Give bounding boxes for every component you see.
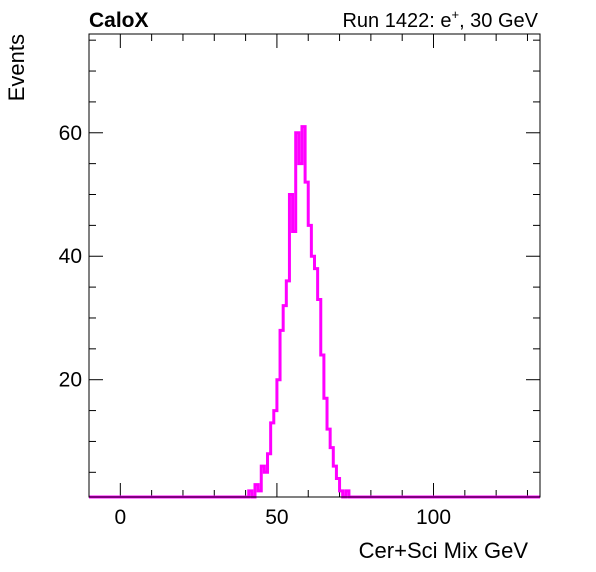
y-axis-label: Events [4, 34, 29, 101]
x-tick-label: 50 [265, 506, 288, 529]
run-info-superscript: + [451, 7, 459, 22]
y-tick-label: 60 [59, 122, 82, 145]
run-info-label: Run 1422: e+, 30 GeV [342, 7, 538, 32]
x-tick-label: 0 [114, 506, 126, 529]
brand-label: CaloX [89, 9, 149, 32]
y-tick-label: 20 [59, 369, 82, 392]
run-info-suffix: , 30 GeV [459, 10, 539, 32]
run-info-prefix: Run 1422: e [342, 10, 451, 32]
x-tick-label: 100 [416, 506, 451, 529]
plot-frame [88, 33, 541, 498]
x-axis-label: Cer+Sci Mix GeV [359, 538, 529, 563]
axis-tick-labels: 0 50 100 20 40 60 [59, 122, 451, 529]
y-tick-label: 40 [59, 245, 82, 268]
